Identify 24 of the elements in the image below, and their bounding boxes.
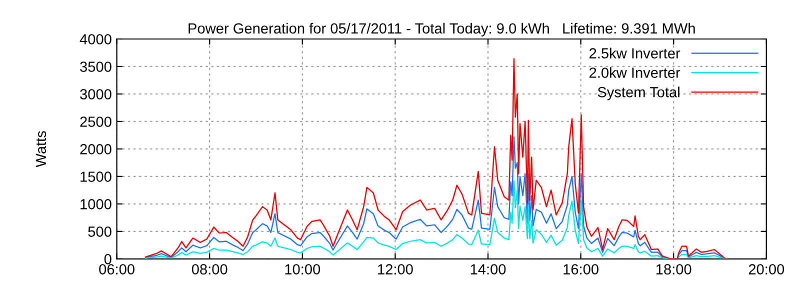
y-tick-label: 3000 bbox=[80, 89, 112, 100]
x-tick-label: 08:00 bbox=[192, 264, 228, 274]
y-tick-label: 4000 bbox=[80, 34, 112, 44]
y-tick-label: 1500 bbox=[80, 172, 112, 182]
y-tick-label: 3500 bbox=[80, 62, 112, 72]
x-tick-label: 06:00 bbox=[99, 264, 134, 274]
y-tick-label: 0 bbox=[104, 254, 112, 264]
legend-label: System Total bbox=[598, 86, 680, 100]
x-tick-label: 18:00 bbox=[656, 264, 692, 274]
y-tick-label: 1000 bbox=[80, 199, 112, 210]
legend-label: 2.0kw Inverter bbox=[590, 67, 680, 78]
x-tick-label: 10:00 bbox=[285, 264, 320, 274]
x-tick-label: 16:00 bbox=[564, 264, 598, 274]
x-tick-label: 12:00 bbox=[378, 264, 413, 274]
legend-label: 2.5kw Inverter bbox=[590, 48, 680, 58]
line-series bbox=[144, 58, 726, 259]
y-tick-label: 2000 bbox=[80, 144, 112, 154]
line-series bbox=[144, 180, 726, 259]
x-tick-label: 14:00 bbox=[470, 264, 506, 274]
y-axis-title: Watts bbox=[36, 131, 46, 168]
y-tick-label: 2500 bbox=[80, 116, 112, 127]
x-tick-label: 20:00 bbox=[748, 264, 784, 274]
y-tick-label: 500 bbox=[88, 226, 112, 237]
chart-title: Power Generation for 05/17/2011 - Total Today: 9.0 kWh Lifetime: 9.391 MWh bbox=[188, 22, 695, 36]
